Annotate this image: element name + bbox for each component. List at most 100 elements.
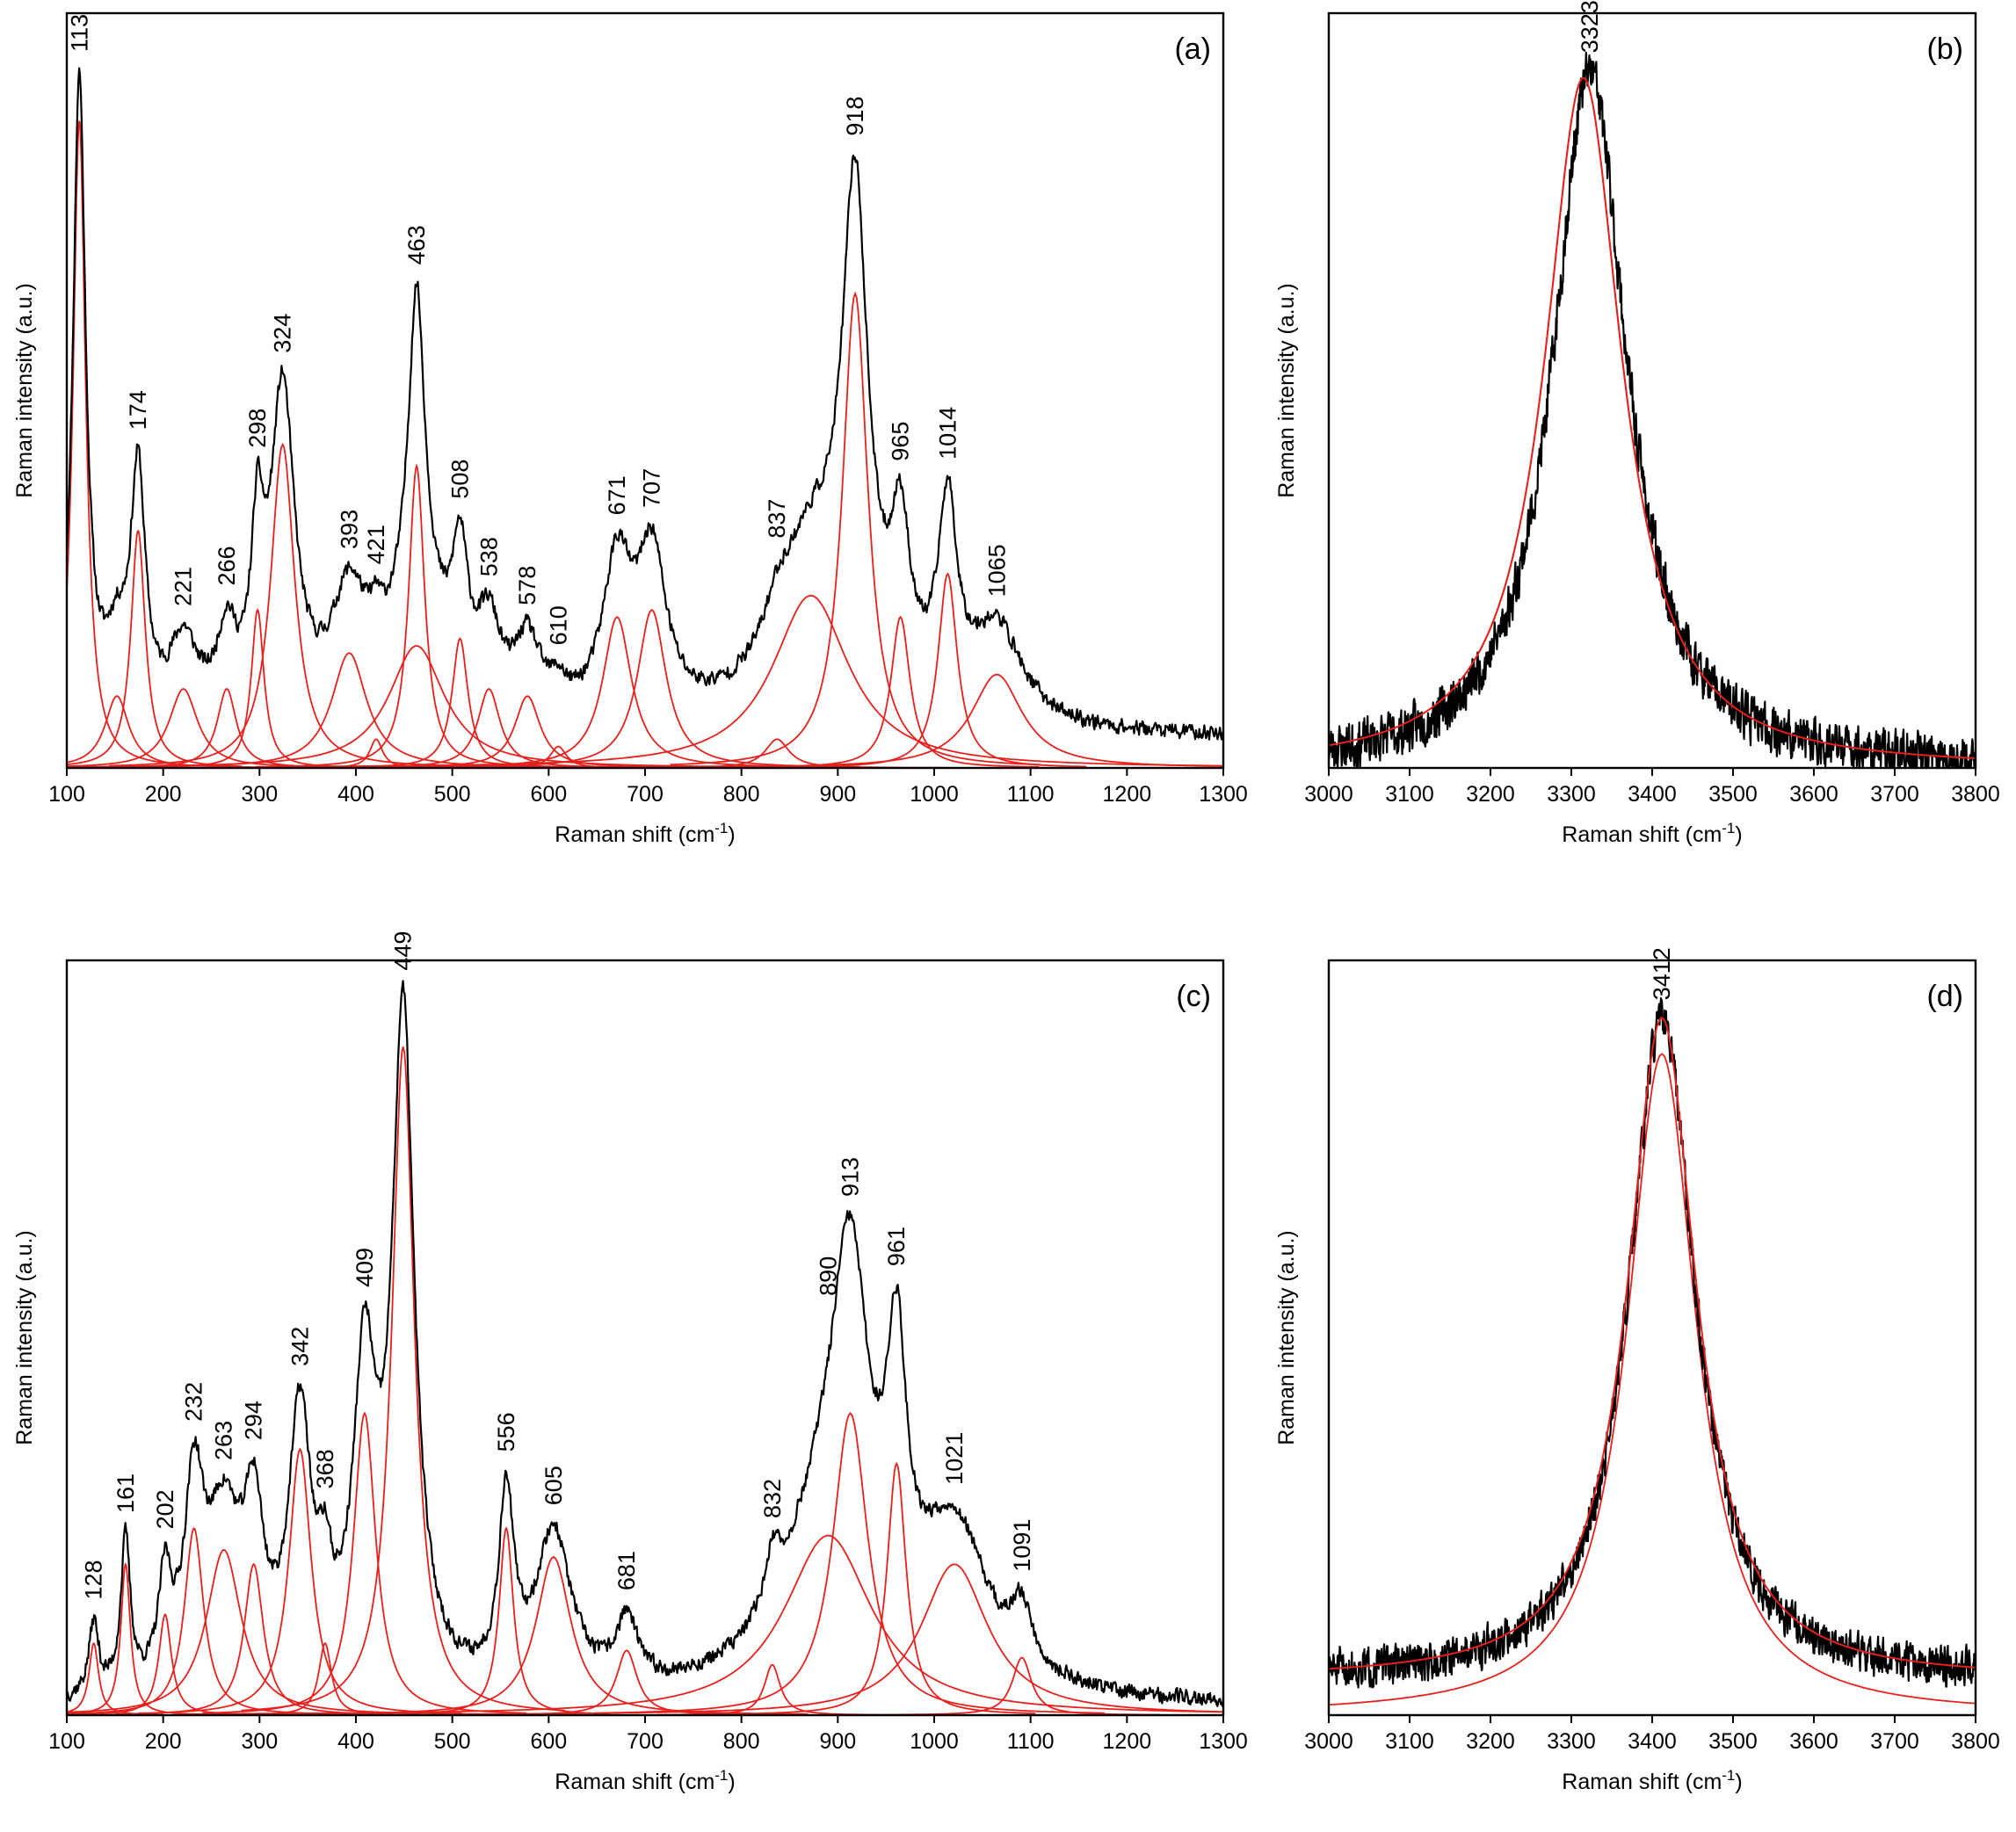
fit-component-a-11 [344,637,576,768]
fit-component-a-15 [409,616,826,768]
x-tick-label-b-5: 3500 [1708,782,1758,807]
fit-component-a-0 [66,120,172,764]
x-tick-label-c-10: 1100 [1007,1729,1055,1754]
fit-component-c-17 [468,1563,1224,1715]
plot-frame-b [1327,11,1977,770]
x-tick-label-a-8: 900 [819,782,856,807]
x-tick-label-c-3: 400 [337,1729,374,1754]
x-tick-label-c-11: 1200 [1103,1729,1152,1754]
x-tick-label-c-9: 1000 [910,1729,959,1754]
x-tick-label-c-12: 1300 [1199,1729,1248,1754]
x-tick-label-c-8: 900 [819,1729,856,1754]
fit-component-c-9 [241,1046,566,1712]
fit-component-a-21 [809,572,1087,768]
peak-label-b-3323: 3323 [1577,0,1603,53]
experimental-spectrum-d [1327,997,1977,1689]
x-tick-label-a-6: 700 [627,782,664,807]
peak-label-a-463: 463 [403,225,430,264]
peak-label-c-681: 681 [613,1551,640,1590]
fit-component-a-22 [627,673,1224,769]
peak-label-a-266: 266 [214,546,240,585]
y-axis-label-c: Raman intensity (a.u.) [12,1230,37,1445]
x-tick-label-c-4: 500 [434,1729,471,1754]
fit-component-a-10 [301,463,533,767]
x-tick-label-d-8: 3800 [1951,1729,2000,1754]
peak-label-c-368: 368 [312,1449,338,1488]
peak-label-c-294: 294 [241,1401,267,1440]
fit-component-c-5 [114,1562,393,1715]
x-axis-label-b: Raman shift (cm-1) [1562,820,1742,847]
x-tick-label-a-2: 300 [241,782,278,807]
panel-label-c: (c) [1176,980,1211,1013]
x-tick-label-d-5: 3500 [1708,1729,1758,1754]
x-tick-label-d-2: 3200 [1466,1729,1515,1754]
fit-component-c-3 [66,1527,333,1715]
experimental-spectrum-a [65,67,1225,741]
peak-label-a-508: 508 [446,460,473,499]
x-tick-label-a-5: 600 [530,782,567,807]
fit-envelope-d [1328,1017,1976,1670]
x-axis-label-d: Raman shift (cm-1) [1562,1767,1742,1794]
x-tick-label-a-1: 200 [145,782,182,807]
fit-component-c-15 [596,1411,1106,1714]
x-tick-label-c-0: 100 [48,1729,85,1754]
fit-component-c-16 [758,1461,1036,1714]
fit-component-a-3 [66,688,392,769]
peak-label-c-342: 342 [286,1327,313,1366]
x-tick-label-b-6: 3600 [1789,782,1838,807]
fit-component-d-0 [1328,1053,1976,1706]
x-tick-label-b-2: 3200 [1466,782,1515,807]
panel-c: 100 200 300 400 500 600 700 800 900 1000 1100 1200 1… [12,931,1248,1794]
fit-component-c-2 [72,1613,258,1716]
peak-label-c-961: 961 [883,1227,910,1266]
peak-label-a-421: 421 [363,525,389,564]
x-tick-label-b-8: 3800 [1951,782,2000,807]
plot-frame-d [1327,959,1977,1717]
x-tick-label-b-1: 3100 [1385,782,1434,807]
x-tick-label-d-1: 3100 [1385,1729,1434,1754]
y-axis-label-a: Raman intensity (a.u.) [12,283,37,498]
fit-component-c-10 [402,1526,611,1715]
panel-label-b: (b) [1926,33,1963,66]
peak-label-c-449: 449 [390,931,417,971]
panel-a: 100 200 300 400 500 600 700 800 900 1000 1100 1200 1… [12,11,1248,847]
experimental-spectrum-b [1327,51,1977,770]
fit-envelope-b [1328,76,1976,759]
x-tick-label-d-0: 3000 [1304,1729,1353,1754]
peak-label-a-298: 298 [244,409,271,448]
peak-label-a-918: 918 [842,97,868,136]
peak-label-a-174: 174 [125,390,151,430]
plot-frame-a [65,11,1225,770]
fit-component-c-8 [202,1411,527,1714]
peak-label-c-556: 556 [493,1412,519,1452]
x-tick-label-d-4: 3400 [1628,1729,1677,1754]
panel-b: 3000 3100 3200 3300 3400 3500 3600 3700 3800 Rama… [1274,0,2000,847]
plot-frame-c [65,959,1225,1717]
panel-label-d: (d) [1926,980,1963,1013]
x-tick-label-a-12: 1300 [1199,782,1248,807]
peak-label-c-1091: 1091 [1009,1519,1035,1572]
peak-label-a-837: 837 [764,499,790,539]
peak-label-a-324: 324 [270,314,296,353]
x-tick-label-c-6: 700 [627,1729,664,1754]
x-tick-label-b-0: 3000 [1304,782,1353,807]
panel-label-a: (a) [1174,33,1211,66]
fit-component-a-20 [761,615,1040,768]
peak-label-c-1021: 1021 [941,1432,968,1485]
peak-label-d-3412: 3412 [1649,947,1675,1000]
x-tick-label-a-3: 400 [337,782,374,807]
peak-label-a-578: 578 [514,566,540,605]
peak-label-c-202: 202 [152,1489,178,1529]
x-tick-label-b-3: 3300 [1547,782,1596,807]
peak-label-c-232: 232 [181,1382,207,1422]
x-tick-label-b-7: 3700 [1870,782,1919,807]
peak-label-a-113: 113 [66,14,92,52]
peak-label-c-409: 409 [352,1248,378,1287]
x-tick-label-a-9: 1000 [910,782,959,807]
y-axis-label-b: Raman intensity (a.u.) [1274,283,1299,498]
x-tick-label-b-4: 3400 [1628,782,1677,807]
x-tick-label-a-11: 1200 [1103,782,1152,807]
x-tick-label-d-7: 3700 [1870,1729,1919,1754]
peak-label-c-890: 890 [815,1256,841,1296]
peak-label-a-1065: 1065 [983,544,1010,597]
